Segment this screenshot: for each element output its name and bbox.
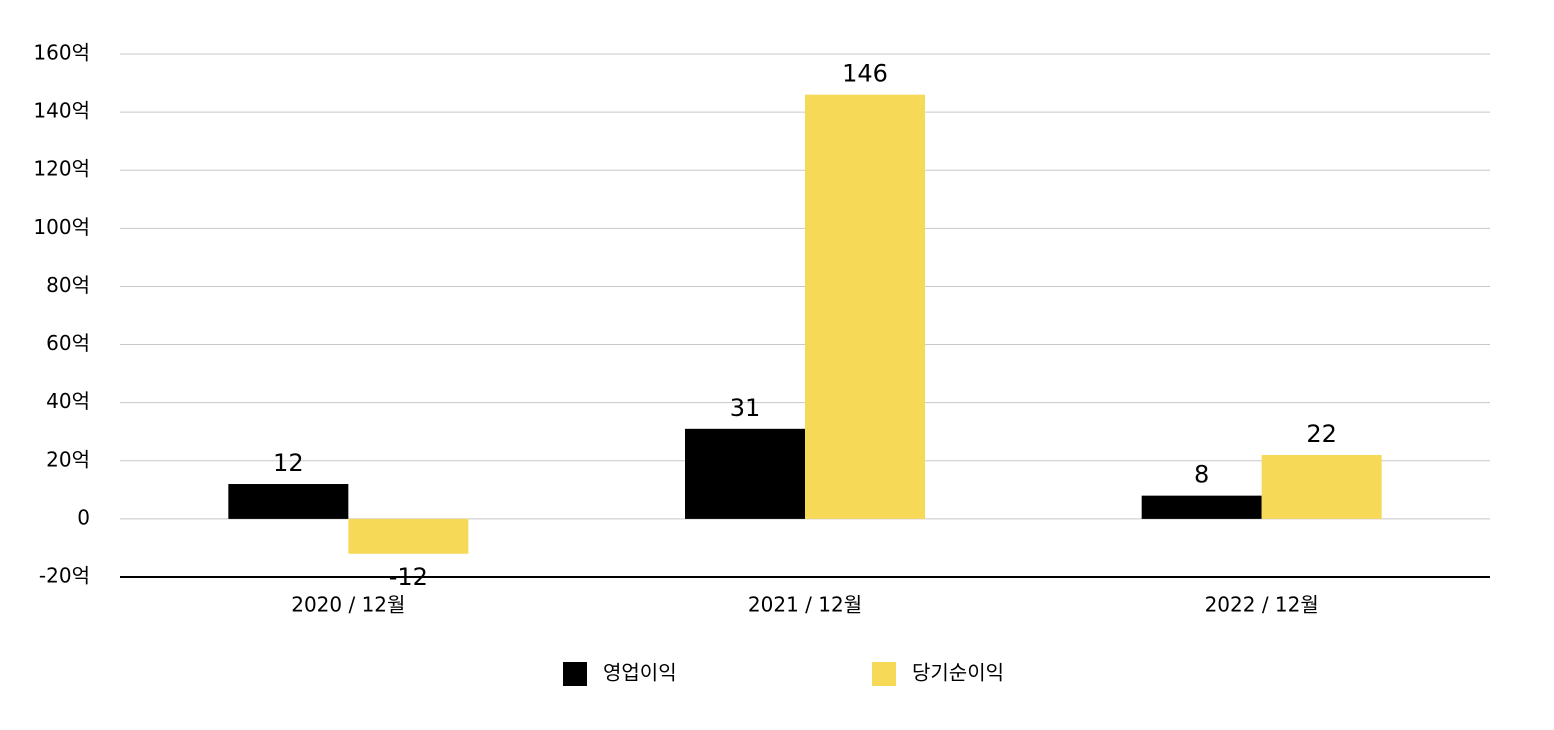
bar	[228, 484, 349, 519]
legend-label: 영업이익	[603, 661, 677, 685]
y-tick-label: 100억	[33, 215, 90, 239]
y-tick-label: 0	[77, 505, 90, 529]
x-tick-label: 2022 / 12월	[1205, 593, 1319, 617]
y-tick-label: 160억	[33, 41, 90, 65]
value-label: 31	[730, 394, 761, 422]
y-tick-label: 140억	[33, 99, 90, 123]
y-tick-label: 40억	[46, 389, 90, 413]
bar	[348, 518, 469, 554]
y-tick-label: 120억	[33, 157, 90, 181]
value-label: -12	[389, 563, 428, 591]
bar	[1141, 495, 1262, 519]
bar	[685, 428, 805, 519]
value-label: 8	[1194, 461, 1209, 489]
y-tick-label: 20억	[46, 447, 90, 471]
x-tick-label: 2020 / 12월	[291, 593, 405, 617]
value-label: 22	[1306, 420, 1337, 448]
bar	[1261, 454, 1382, 519]
y-tick-label: 80억	[46, 273, 90, 297]
value-label: 146	[842, 60, 888, 88]
legend-swatch	[872, 662, 896, 686]
x-tick-label: 2021 / 12월	[748, 593, 862, 617]
legend-label: 당기순이익	[912, 661, 1004, 685]
legend-swatch	[563, 662, 587, 686]
y-tick-label: -20억	[39, 564, 90, 588]
value-label: 12	[273, 449, 304, 477]
bar	[805, 94, 925, 519]
y-tick-label: 60억	[46, 331, 90, 355]
